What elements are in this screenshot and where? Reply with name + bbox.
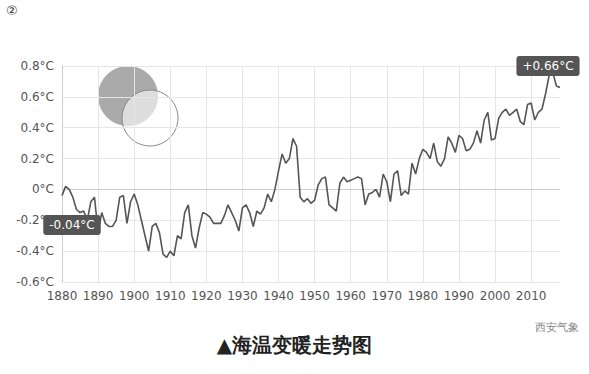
svg-text:西安气象: 西安气象 [535,321,579,334]
svg-text:1920: 1920 [191,289,222,303]
svg-text:1950: 1950 [299,289,330,303]
svg-text:-0.2°C: -0.2°C [16,213,54,228]
svg-text:1960: 1960 [335,289,366,303]
svg-text:0.8°C: 0.8°C [21,59,54,73]
svg-text:-0.04°C: -0.04°C [49,218,94,232]
svg-text:-0.4°C: -0.4°C [16,244,54,258]
svg-text:1970: 1970 [372,289,403,303]
svg-text:1930: 1930 [227,289,258,303]
svg-text:1900: 1900 [119,289,150,303]
svg-text:0.4°C: 0.4°C [21,121,54,135]
svg-text:0.2°C: 0.2°C [21,152,54,166]
svg-text:0.6°C: 0.6°C [21,90,54,104]
svg-text:-0.6°C: -0.6°C [16,275,54,289]
svg-text:②: ② [6,3,18,18]
svg-text:2010: 2010 [516,289,547,303]
svg-text:1880: 1880 [47,289,78,303]
svg-text:1940: 1940 [263,289,294,303]
svg-text:▲海温变暖走势图: ▲海温变暖走势图 [217,333,372,357]
svg-text:1910: 1910 [155,289,186,303]
svg-text:1990: 1990 [444,289,475,303]
svg-text:1890: 1890 [83,289,114,303]
svg-text:+0.66°C: +0.66°C [522,59,573,73]
svg-text:0°C: 0°C [32,182,54,196]
svg-text:1980: 1980 [408,289,439,303]
svg-text:2000: 2000 [480,289,511,303]
